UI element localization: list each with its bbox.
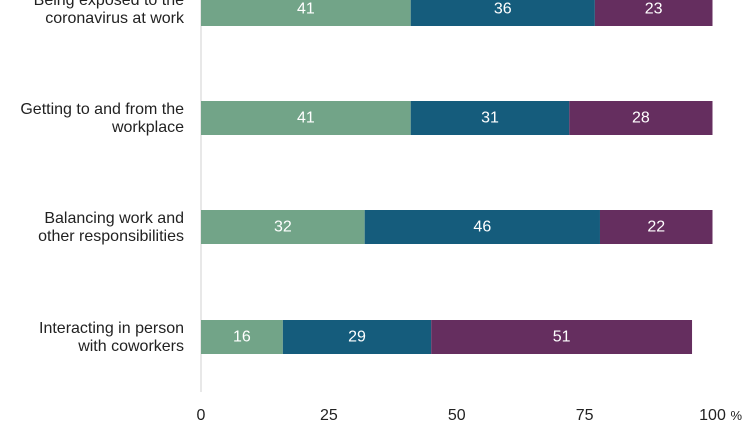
bar-segment: [201, 210, 365, 244]
x-tick-label: 75: [576, 407, 594, 424]
bar-value-label: 32: [274, 219, 292, 236]
bar-value-label: 22: [647, 219, 665, 236]
bar-segment: [431, 320, 693, 354]
bar-value-label: 41: [297, 1, 315, 18]
bar-value-label: 51: [553, 329, 571, 346]
bar-value-label: 46: [473, 219, 491, 236]
category-label: Balancing work and other responsibilities: [38, 210, 184, 245]
x-tick-label: 100: [699, 407, 726, 424]
bar-value-label: 36: [494, 1, 512, 18]
bars-layer: 41 36 23 41 31 28 32 46 22 16 29 51: [201, 0, 713, 354]
category-labels: Being exposed to the coronavirus at work G…: [20, 0, 185, 355]
bar-value-label: 41: [297, 110, 315, 127]
bar-segment: [282, 320, 432, 354]
x-tick-label: 25: [320, 407, 338, 424]
category-label: Interacting in person with coworkers: [39, 320, 184, 355]
bar-segment: [569, 101, 713, 135]
bar-value-label: 28: [632, 110, 650, 127]
bar-segment: [201, 320, 283, 354]
bar-value-label: 16: [233, 329, 251, 346]
bar-segment: [201, 0, 411, 26]
bar-segment: [201, 101, 411, 135]
category-label: Getting to and from the workplace: [20, 101, 184, 136]
x-tick-label: 50: [448, 407, 466, 424]
bar-value-label: 31: [481, 110, 499, 127]
x-axis-ticks: 0 25 50 75 100%: [197, 407, 743, 424]
bar-value-label: 23: [645, 1, 663, 18]
bar-segment: [594, 0, 713, 26]
bar-segment: [364, 210, 600, 244]
category-label: Being exposed to the coronavirus at work: [34, 0, 185, 27]
bar-segment: [410, 101, 570, 135]
x-axis-unit-label: %: [731, 408, 743, 423]
bar-value-label: 29: [348, 329, 366, 346]
bar-segment: [599, 210, 713, 244]
x-tick-label: 0: [197, 407, 206, 424]
bar-segment: [410, 0, 595, 26]
